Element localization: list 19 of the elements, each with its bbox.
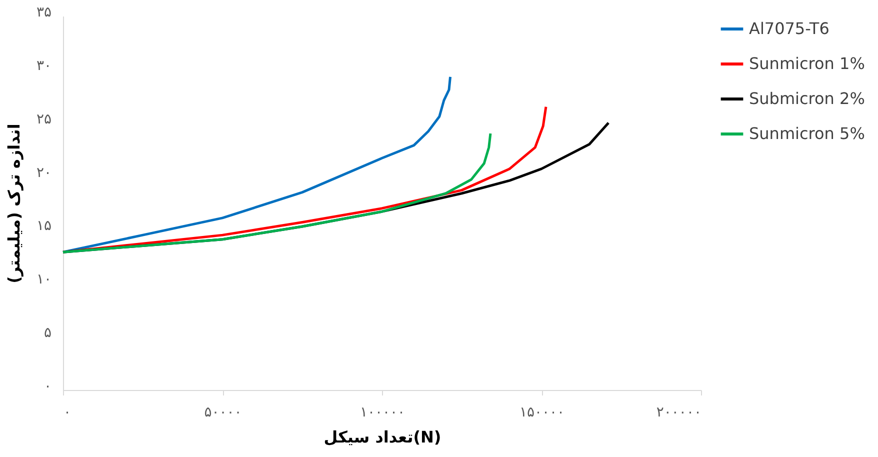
y-tick-label: ۳۰: [36, 58, 52, 74]
y-tick-label: ۲۰: [36, 164, 52, 181]
x-tick-label: ۵۰۰۰۰: [204, 404, 242, 420]
y-tick-label: ۳۵: [36, 4, 52, 20]
y-tick-label: ۰: [44, 378, 52, 394]
x-tick-label: ۱۰۰۰۰۰: [360, 404, 406, 420]
x-axis-title: تعداد سیکل(N): [324, 428, 442, 446]
y-tick-label: ۲۵: [36, 111, 52, 128]
x-tick-label: ۱۵۰۰۰۰: [519, 404, 565, 420]
x-tick-label: ۲۰۰۰۰۰: [656, 404, 702, 420]
y-axis-title: اندازه ترک (میلیمتر): [4, 124, 24, 284]
y-tick-label: ۱۰: [36, 272, 52, 288]
legend-label: Submicron 2%: [749, 89, 865, 108]
x-tick-label: ۰: [64, 404, 72, 420]
legend-label: Sunmicron 1%: [749, 54, 865, 73]
legend-label: Sunmicron 5%: [749, 124, 865, 143]
y-tick-label: ۵: [44, 325, 52, 342]
y-tick-label: ۱۵: [36, 218, 52, 234]
legend-label: Al7075-T6: [749, 19, 830, 38]
